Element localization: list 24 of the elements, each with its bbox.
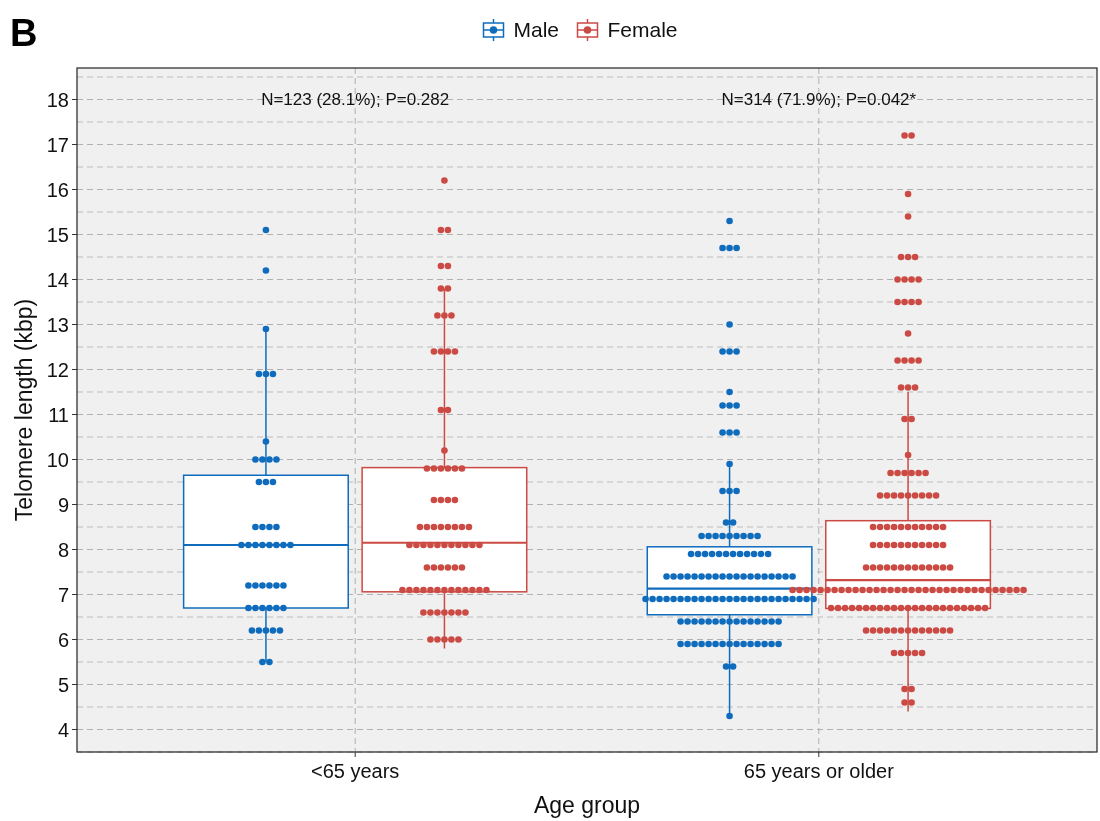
legend-label: Female [607,18,678,42]
y-axis-title: Telomere length (kbp) [11,298,37,522]
annotation: N=123 (28.1%); P=0.282 [261,90,450,110]
x-tick-label: <65 years [310,760,400,782]
y-tick-label: 4 [57,718,69,741]
y-tick-label: 5 [57,673,69,696]
y-tick-label: 17 [46,133,69,156]
y-tick-label: 11 [48,403,69,426]
y-tick-label: 13 [46,313,69,336]
legend-label: Male [513,18,560,42]
text: B [10,12,38,54]
annotation: N=314 (71.9%); P=0.042* [721,90,917,110]
y-tick-label: 12 [46,358,69,381]
x-tick-label: 65 years or older [743,760,895,782]
y-tick-label: 10 [46,448,69,471]
y-tick-label: 16 [46,178,69,201]
x-axis-title: Age group [533,792,641,818]
y-tick-label: 9 [57,493,69,516]
y-tick-label: 6 [57,628,69,651]
y-tick-label: 14 [46,268,69,291]
y-tick-label: 8 [57,538,69,561]
y-tick-label: 7 [57,583,69,606]
y-tick-label: 18 [46,88,69,111]
y-tick-label: 15 [46,223,69,246]
